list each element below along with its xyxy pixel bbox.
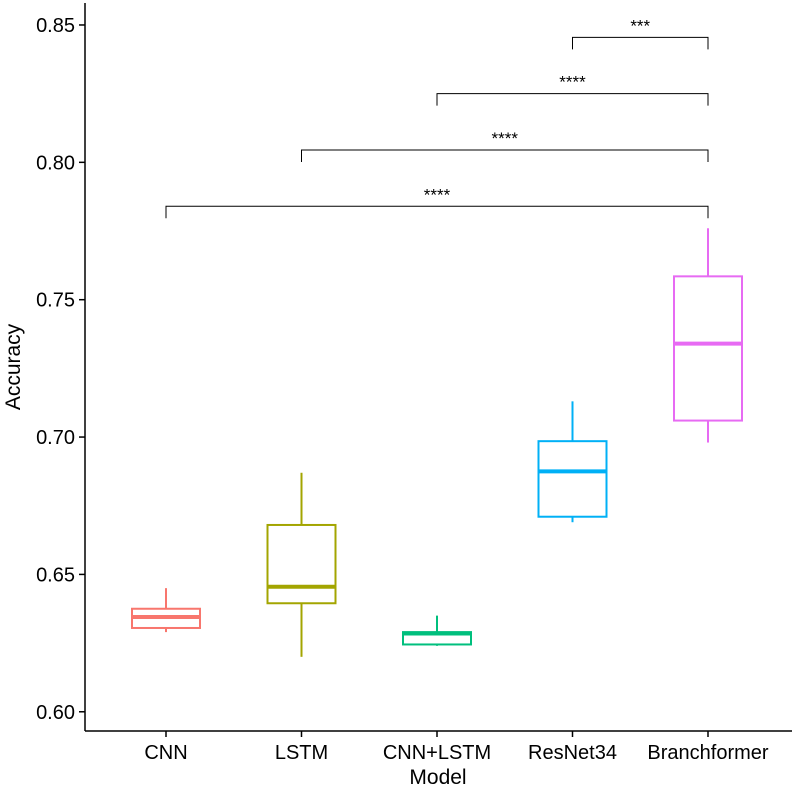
y-tick-label: 0.60 (36, 702, 75, 724)
box-resnet34 (537, 401, 608, 523)
y-tick-label: 0.70 (36, 427, 75, 449)
box-cnn (131, 588, 201, 633)
significance-label: **** (559, 73, 586, 92)
x-ticks: CNN LSTM CNN+LSTM ResNet34 Branchformer (144, 731, 769, 764)
box-branchformer (673, 228, 743, 443)
significance-label: **** (424, 185, 451, 204)
y-ticks: 0.60 0.65 0.70 0.75 0.80 0.85 (36, 15, 85, 724)
bracket-line (436, 93, 709, 106)
iqr-box (537, 440, 608, 518)
x-tick-label: CNN (144, 742, 187, 764)
significance-label: **** (492, 129, 519, 148)
x-tick-label: LSTM (275, 742, 328, 764)
y-tick-label: 0.85 (36, 15, 75, 37)
bracket-line (572, 36, 709, 50)
significance-bracket: *** (572, 16, 709, 50)
significance-brackets: *************** (165, 16, 709, 219)
axes (84, 3, 792, 732)
iqr-box (266, 523, 337, 605)
x-axis-title: Model (409, 766, 466, 789)
y-tick-label: 0.75 (36, 290, 75, 312)
box-cnn-lstm (402, 615, 472, 646)
bracket-line (301, 149, 709, 162)
x-tick-label: CNN+LSTM (383, 742, 491, 764)
significance-bracket: **** (301, 129, 709, 162)
significance-label: *** (630, 16, 650, 35)
y-tick-label: 0.80 (36, 152, 75, 174)
iqr-box (673, 275, 743, 422)
significance-bracket: **** (436, 73, 709, 106)
x-tick-label: Branchformer (647, 742, 768, 764)
x-tick-label: ResNet34 (528, 742, 617, 764)
box-lstm (266, 472, 337, 657)
bracket-line (165, 205, 709, 219)
y-axis-title: Accuracy (2, 323, 25, 410)
significance-bracket: **** (165, 185, 709, 219)
y-tick-label: 0.65 (36, 564, 75, 586)
boxplot-boxes (131, 228, 743, 657)
